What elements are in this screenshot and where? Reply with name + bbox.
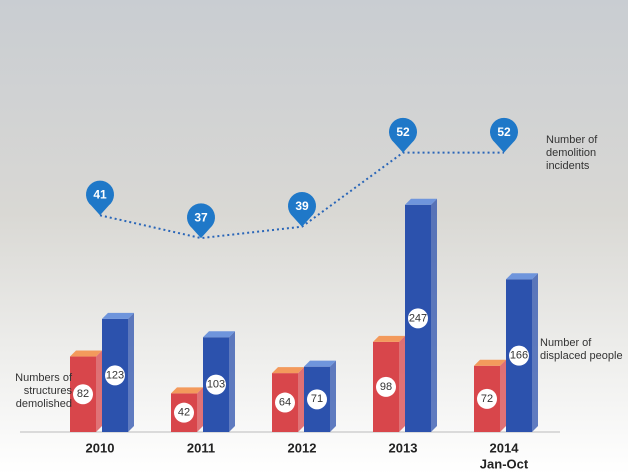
- bar-side: [229, 331, 235, 432]
- value-badge: [408, 308, 428, 329]
- value-label: 98: [380, 381, 392, 393]
- bar-top: [304, 360, 336, 367]
- value-label: 123: [106, 369, 124, 381]
- bar-top: [102, 312, 134, 319]
- pin-label: 41: [93, 187, 107, 201]
- pin-label: 52: [396, 125, 410, 139]
- value-label: 64: [279, 396, 291, 408]
- bar-side: [197, 387, 203, 432]
- period-note: Jan-Oct: [480, 456, 529, 471]
- value-badge: [73, 384, 93, 405]
- bar-side: [532, 273, 538, 432]
- x-tick-label: 2011: [187, 440, 215, 455]
- incident-pin: [490, 117, 518, 153]
- value-badge: [275, 392, 295, 413]
- value-badge: [206, 374, 226, 395]
- value-badge: [105, 365, 125, 386]
- pin-label: 37: [194, 210, 208, 224]
- bar-top: [203, 331, 235, 338]
- bar-side: [500, 359, 506, 432]
- x-tick-label: 2014: [490, 440, 520, 455]
- bar-top: [70, 350, 102, 357]
- value-label: 71: [311, 393, 323, 405]
- bar-side: [298, 367, 304, 432]
- bar-top: [272, 367, 304, 374]
- bar-side: [128, 312, 134, 432]
- x-tick-label: 2013: [389, 440, 418, 455]
- value-label: 82: [77, 388, 89, 400]
- x-tick-label: 2010: [86, 440, 115, 455]
- bar-top: [474, 359, 506, 366]
- value-label: 72: [481, 393, 493, 405]
- value-badge: [477, 388, 497, 409]
- value-badge: [509, 345, 529, 366]
- series-label: Number of demolition incidents: [546, 134, 598, 172]
- series-label: Numbers of structures demolished: [15, 372, 72, 410]
- bar-side: [96, 350, 102, 432]
- incident-pin: [86, 180, 115, 216]
- pin-label: 39: [295, 199, 309, 213]
- value-badge: [376, 376, 396, 397]
- x-tick-label: 2012: [288, 440, 317, 455]
- bar-side: [330, 360, 336, 432]
- value-badge: [174, 402, 194, 423]
- incident-pin: [288, 191, 316, 227]
- bar-top: [373, 335, 405, 342]
- bar-side: [431, 198, 437, 432]
- bar-top: [405, 198, 437, 205]
- value-label: 166: [510, 350, 528, 362]
- value-badge: [307, 389, 327, 410]
- incident-pin: [389, 117, 418, 153]
- bar-side: [399, 335, 405, 432]
- pin-label: 52: [497, 125, 511, 139]
- value-label: 42: [178, 407, 190, 419]
- value-label: 247: [409, 312, 427, 324]
- incident-pin: [187, 203, 216, 239]
- value-label: 103: [207, 379, 225, 391]
- bar-top: [171, 387, 203, 394]
- bar-top: [506, 273, 538, 280]
- series-label: Number of displaced people: [540, 337, 623, 362]
